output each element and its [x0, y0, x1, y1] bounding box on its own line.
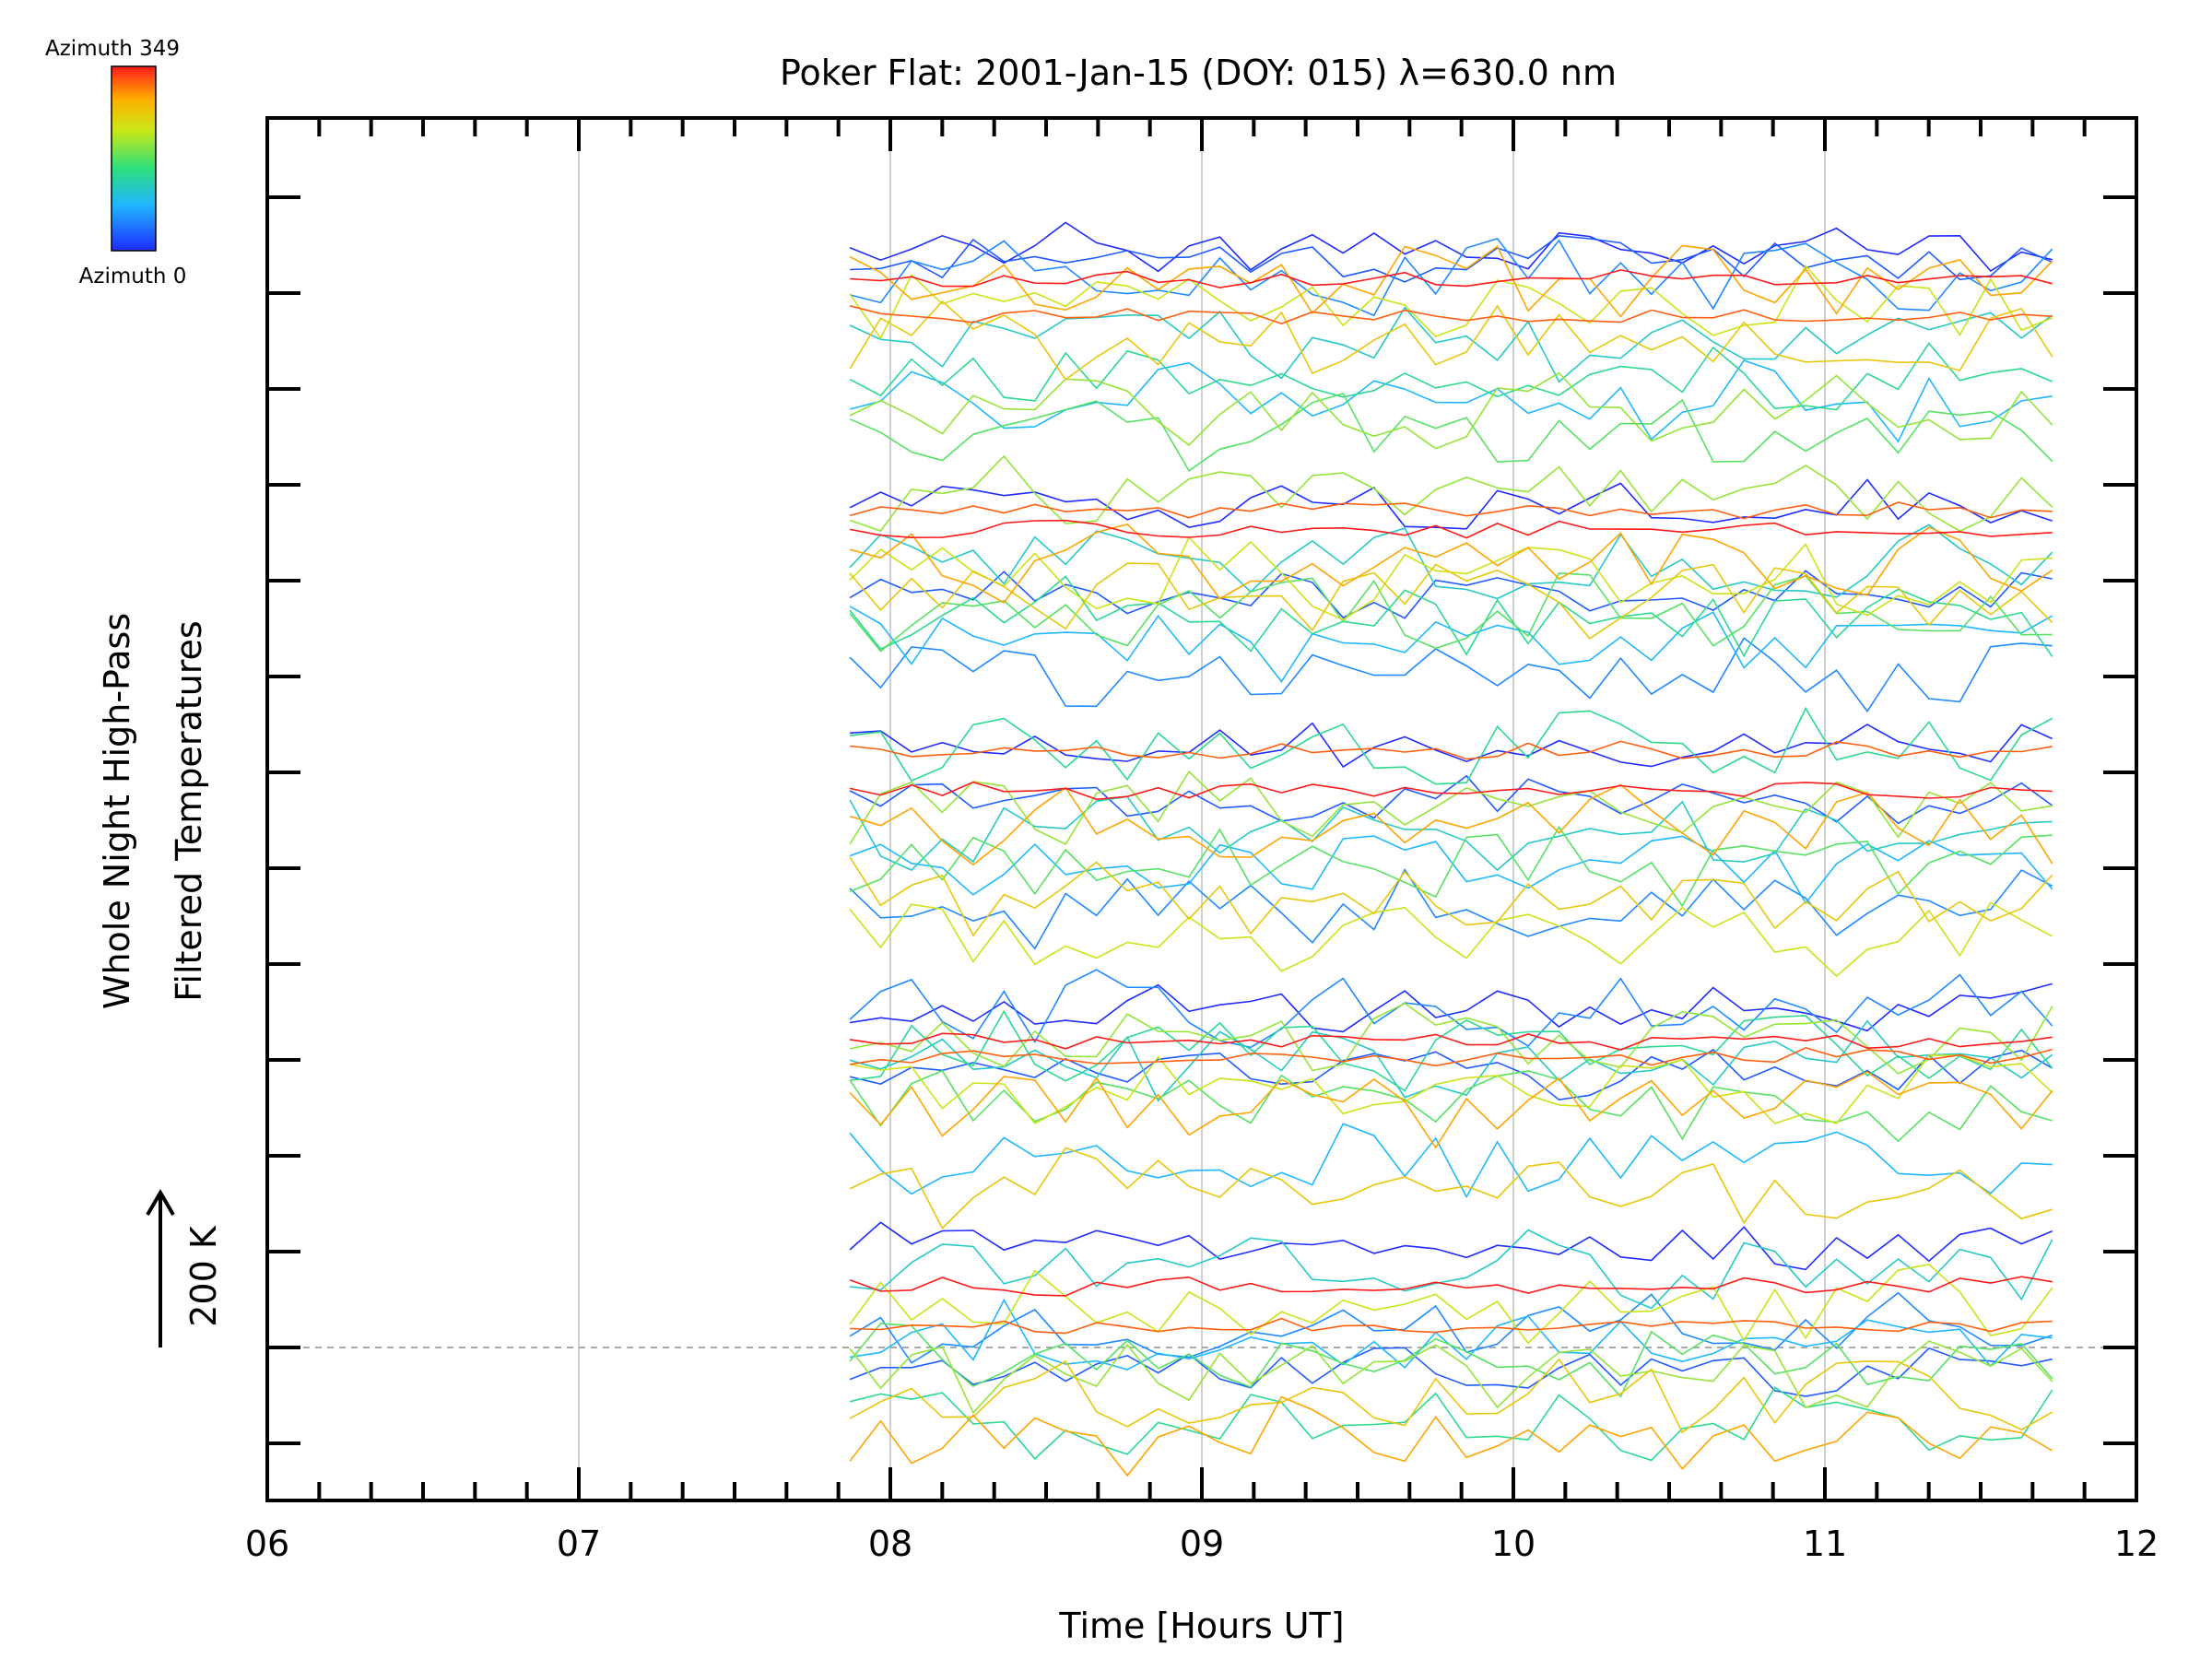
- colorbar-bottom-label: Azimuth 0: [79, 265, 187, 288]
- temperature-trace: [849, 1047, 2053, 1067]
- temperature-trace: [850, 234, 2053, 283]
- temperature-trace: [849, 562, 2053, 640]
- temperature-trace: [849, 571, 2053, 653]
- temperature-trace: [849, 342, 2053, 411]
- temperature-trace: [849, 392, 2053, 472]
- temperature-trace: [849, 1358, 2053, 1434]
- temperature-trace: [849, 237, 2053, 317]
- temperature-trace: [849, 265, 2053, 340]
- temperature-trace: [849, 300, 2053, 381]
- scale-label: 200 K: [183, 1225, 224, 1327]
- temperature-trace: [849, 221, 2053, 273]
- temperature-trace: [849, 771, 2053, 846]
- temperature-trace: [849, 1340, 2053, 1415]
- temperature-trace: [849, 637, 2053, 713]
- temperature-trace: [849, 781, 2053, 801]
- chart-title: Poker Flat: 2001-Jan-15 (DOY: 015) λ=630…: [780, 53, 1617, 93]
- temperature-trace: [849, 901, 2053, 978]
- y-axis-label-line2: Filtered Temperatures: [169, 620, 209, 1001]
- colorbar: Azimuth 349 Azimuth 0: [45, 37, 186, 288]
- temperature-trace: [850, 1229, 2053, 1310]
- temperature-trace: [849, 1291, 2053, 1364]
- temperature-trace: [849, 1263, 2053, 1345]
- temperature-trace: [849, 969, 2053, 1049]
- temperature-trace: [849, 1323, 2053, 1398]
- temperature-trace: [849, 1347, 2053, 1397]
- temperature-trace: [850, 1317, 2053, 1335]
- colorbar-top-label: Azimuth 349: [45, 37, 180, 61]
- x-tick-label: 12: [2114, 1524, 2159, 1564]
- temperature-trace: [849, 856, 2053, 937]
- temperature-trace: [849, 835, 2053, 905]
- temperature-trace: [850, 269, 2053, 288]
- temperature-trace: [849, 244, 2053, 318]
- x-tick-label: 06: [245, 1524, 289, 1564]
- temperature-trace: [849, 1032, 2053, 1051]
- temperature-trace: [849, 524, 2053, 600]
- temperature-trace: [850, 706, 2053, 785]
- temperature-trace: [849, 1147, 2053, 1230]
- data-traces: [849, 221, 2053, 1477]
- temperature-trace: [850, 722, 2053, 769]
- x-tick-label: 08: [868, 1524, 912, 1564]
- temperature-trace: [849, 774, 2053, 825]
- temperature-trace: [849, 359, 2053, 443]
- x-tick-label: 11: [1803, 1524, 1847, 1564]
- temperature-trace: [849, 519, 2053, 539]
- temperature-trace: [849, 1070, 2053, 1149]
- grid-lines: [267, 118, 2136, 1500]
- temperature-trace: [849, 783, 2053, 866]
- temperature-trace: [849, 1054, 2053, 1124]
- temperature-trace: [849, 306, 2053, 383]
- axis-ticks: [265, 118, 2138, 1500]
- temperature-trace: [849, 478, 2053, 530]
- x-tick-label: 07: [557, 1524, 601, 1564]
- x-tick-labels: 06 07 08 09 10 11 12: [245, 1524, 2159, 1564]
- temperature-trace: [849, 523, 2053, 605]
- temperature-trace: [849, 1386, 2053, 1462]
- temperature-trace: [849, 575, 2053, 658]
- temperature-trace: [849, 305, 2053, 324]
- temperature-trace: [849, 371, 2053, 450]
- scale-arrow: 200 K: [146, 1189, 224, 1347]
- temperature-trace: [849, 982, 2053, 1033]
- x-tick-label: 09: [1180, 1524, 1224, 1564]
- scale-arrow-head: [146, 1189, 175, 1217]
- temperature-trace: [849, 570, 2053, 619]
- x-axis-label: Time [Hours UT]: [1058, 1606, 1344, 1646]
- temperature-trace: [849, 1123, 2053, 1199]
- temperature-trace: [849, 795, 2053, 872]
- temperature-trace: [849, 454, 2053, 533]
- temperature-trace: [849, 501, 2053, 520]
- x-tick-label: 10: [1491, 1524, 1535, 1564]
- temperature-trace: [849, 826, 2053, 908]
- temperature-trace: [849, 1048, 2053, 1101]
- temperature-trace: [849, 1276, 2053, 1297]
- temperature-trace: [849, 1221, 2053, 1271]
- temperature-trace: [849, 1009, 2053, 1092]
- temperature-trace: [849, 1395, 2053, 1477]
- colorbar-gradient: [111, 65, 157, 252]
- y-axis-label-line1: Whole Night High-Pass: [97, 613, 137, 1009]
- temperature-trace: [850, 740, 2053, 760]
- temperature-trace: [849, 868, 2053, 950]
